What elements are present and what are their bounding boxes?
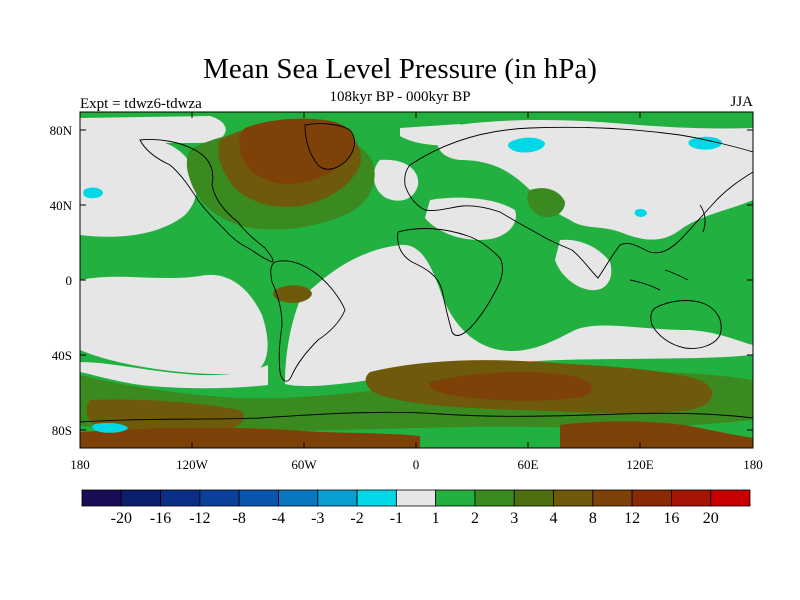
colorbar-label: -4 <box>272 510 285 527</box>
colorbar-swatch <box>356 489 397 507</box>
region-china-cyan <box>634 209 647 217</box>
experiment-label: Expt = tdwz6-tdwza <box>80 96 202 112</box>
colorbar-swatch <box>631 489 672 507</box>
colorbar-swatch <box>513 489 554 507</box>
latitude-labels: 80N 40N 0 40S 80S <box>50 123 73 438</box>
map-frame <box>79 111 754 449</box>
colorbar-label: 8 <box>589 510 597 527</box>
colorbar-swatch <box>395 489 437 507</box>
colorbar-label: -8 <box>233 510 246 527</box>
colorbar-label: 4 <box>550 510 558 527</box>
colorbar-swatch <box>317 489 358 507</box>
colorbar-label: 16 <box>663 510 679 527</box>
region-antarctic-brown <box>80 427 420 448</box>
lat-tick-label: 80N <box>50 123 73 138</box>
lon-tick-label: 180 <box>70 457 90 472</box>
lon-tick-label: 60W <box>291 457 317 472</box>
region-arctic-strip-grey <box>400 124 467 146</box>
lat-tick-label: 40S <box>52 348 72 363</box>
region-tropical-pacific-grey <box>80 274 268 375</box>
coast-south-america <box>270 260 346 382</box>
region-east-siberia-cyan <box>688 136 722 150</box>
colorbar-label: -16 <box>150 510 171 527</box>
region-arctic-brown <box>239 118 355 184</box>
coast-africa <box>397 228 503 336</box>
colorbar-swatch <box>278 489 319 507</box>
map-field <box>80 112 753 448</box>
region-antarctic-east-brown <box>560 421 753 448</box>
region-siberia-darkgreen <box>527 188 565 218</box>
colorbar-label: -3 <box>311 510 324 527</box>
longitude-labels: 180 120W 60W 0 60E 120E 180 <box>70 457 763 472</box>
coast-north-america <box>139 139 274 263</box>
colorbar-label: 1 <box>432 510 440 527</box>
region-south-pacific-olive <box>86 399 244 433</box>
lon-tick-label: 0 <box>413 457 420 472</box>
coast-greenland <box>304 123 356 170</box>
region-pacific-cyan <box>83 187 103 199</box>
colorbar-swatch <box>238 489 279 507</box>
region-north-pacific-grey <box>80 136 197 237</box>
lon-tick-label: 180 <box>743 457 763 472</box>
colorbar-swatch <box>435 489 476 507</box>
region-siberia-cyan <box>507 137 545 153</box>
colorbar-swatch <box>671 489 712 507</box>
region-south-pacific-grey <box>80 362 268 389</box>
colorbar-swatch <box>81 489 122 507</box>
colorbar-label: 3 <box>510 510 518 527</box>
colorbar-label: 2 <box>471 510 479 527</box>
coast-eurasia <box>404 126 753 279</box>
lat-tick-label: 40N <box>50 198 73 213</box>
coast-antarctica <box>80 411 753 423</box>
coast-australia <box>650 300 722 349</box>
colorbar-label: -1 <box>390 510 403 527</box>
lat-tick-label: 80S <box>52 423 72 438</box>
region-south-ocean-brown <box>429 372 592 401</box>
colorbar <box>81 489 751 507</box>
colorbar-swatch <box>592 489 633 507</box>
colorbar-swatch <box>710 489 751 507</box>
map-title: Mean Sea Level Pressure (in hPa) <box>203 53 597 85</box>
colorbar-label: -20 <box>111 510 132 527</box>
coastlines <box>80 123 753 423</box>
colorbar-label: 20 <box>703 510 719 527</box>
colorbar-swatch <box>120 489 161 507</box>
colorbar-labels: -20 -16 -12 -8 -4 -3 -2 -1 1 2 3 4 8 12 16 20 <box>111 510 719 527</box>
region-arctic-grey <box>80 116 226 152</box>
colorbar-swatch <box>160 489 201 507</box>
lat-tick-label: 0 <box>66 273 73 288</box>
axis-ticks <box>80 112 753 448</box>
lon-tick-label: 120W <box>176 457 209 472</box>
lon-tick-label: 120E <box>626 457 654 472</box>
coast-japan <box>699 204 706 233</box>
colorbar-label: -2 <box>350 510 363 527</box>
lon-tick-label: 60E <box>518 457 539 472</box>
season-label: JJA <box>730 94 753 110</box>
region-antarctic-cyan <box>92 423 128 433</box>
region-tropical-atlantic-olive <box>273 285 312 303</box>
colorbar-swatch <box>553 489 594 507</box>
colorbar-swatch <box>199 489 240 507</box>
map-subtitle: 108kyr BP - 000kyr BP <box>329 89 471 105</box>
colorbar-swatch <box>474 489 515 507</box>
region-atlantic-grey <box>285 244 753 387</box>
colorbar-label: -12 <box>189 510 210 527</box>
coast-indonesia <box>629 269 689 291</box>
colorbar-label: 12 <box>624 510 640 527</box>
